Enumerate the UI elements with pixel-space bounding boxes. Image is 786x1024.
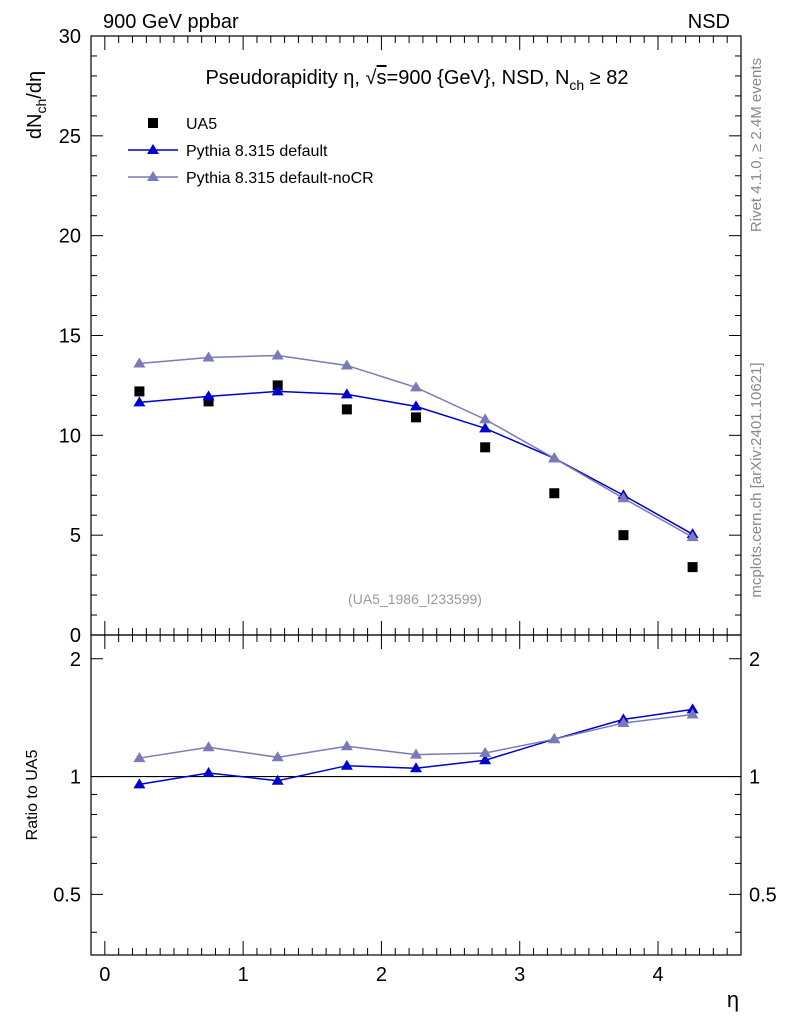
- title-sub: ch: [569, 77, 584, 93]
- x-tick-label: 4: [652, 964, 663, 986]
- analysis-tag: (UA5_1986_I233599): [348, 591, 482, 607]
- x-axis-label: η: [727, 987, 739, 1012]
- data-point-pythia-8-315-default: [271, 385, 284, 396]
- ratio-series-group: [133, 703, 699, 789]
- ratio-y-axis-label: Ratio to UA5: [24, 750, 41, 841]
- data-point-pythia-8-315-default-nocr: [479, 413, 492, 424]
- x-tick-label: 2: [376, 964, 387, 986]
- ratio-point-pythia-8-315-default: [479, 754, 492, 765]
- main-y-axis: 0 5 10 15 20 25 30: [59, 26, 741, 647]
- ratio-y-axis: 0.5 0.5 1 1 2 2: [53, 649, 777, 933]
- data-point-pythia-8-315-default: [340, 388, 353, 399]
- ratio-point-pythia-8-315-default-nocr: [617, 717, 630, 728]
- main-series-group: [133, 349, 699, 573]
- ratio-point-pythia-8-315-default-nocr: [410, 748, 422, 759]
- title-main: Pseudorapidity η,: [205, 67, 365, 89]
- ratio-point-pythia-8-315-default: [410, 762, 422, 773]
- data-point-ua5: [203, 396, 214, 407]
- main-y-tick-label: 20: [59, 226, 81, 248]
- legend: UA5 Pythia 8.315 default Pythia 8.315 de…: [128, 116, 374, 187]
- main-y-tick-label: 25: [59, 126, 81, 148]
- ratio-point-pythia-8-315-default: [202, 767, 215, 778]
- ratio-y-tick-label: 2: [70, 649, 81, 671]
- legend-label-ua5: UA5: [186, 116, 217, 133]
- data-point-pythia-8-315-default-nocr: [548, 452, 561, 463]
- ratio-point-pythia-8-315-default-nocr: [340, 740, 353, 751]
- ylabel-sub: ch: [33, 99, 49, 114]
- x-tick-label: 1: [238, 964, 249, 986]
- ratio-y-tick-label: 0.5: [53, 884, 81, 906]
- ratio-point-pythia-8-315-default: [340, 759, 353, 770]
- data-point-pythia-8-315-default-nocr: [617, 492, 630, 503]
- data-point-ua5: [549, 488, 560, 499]
- ratio-y-tick-label-right: 1: [749, 767, 760, 789]
- data-point-ua5: [341, 404, 352, 415]
- ratio-plot-frame: [90, 634, 742, 956]
- legend-marker-default: [147, 144, 159, 154]
- ratio-point-pythia-8-315-default: [133, 778, 146, 789]
- legend-marker-nocr: [147, 171, 159, 181]
- ratio-point-pythia-8-315-default: [686, 703, 699, 714]
- main-y-tick-label: 30: [59, 26, 81, 48]
- x-tick-label: 0: [99, 964, 110, 986]
- legend-label-default: Pythia 8.315 default: [186, 143, 328, 160]
- data-point-ua5: [687, 562, 698, 573]
- data-point-pythia-8-315-default: [410, 400, 422, 411]
- header-right-label: NSD: [688, 11, 730, 33]
- ratio-y-tick-label: 1: [70, 767, 81, 789]
- mcplots-label: mcplots.cern.ch [arXiv:2401.10621]: [748, 362, 765, 597]
- data-point-pythia-8-315-default: [479, 422, 492, 433]
- title-s: s: [377, 67, 387, 89]
- ratio-point-pythia-8-315-default-nocr: [479, 746, 492, 757]
- legend-marker-ua5: [148, 118, 158, 128]
- ratio-point-pythia-8-315-default-nocr: [133, 752, 146, 763]
- data-point-ua5: [480, 442, 491, 453]
- data-point-pythia-8-315-default-nocr: [410, 381, 422, 392]
- ylabel-b: /dη: [24, 71, 46, 99]
- data-point-ua5: [618, 530, 629, 541]
- chart-title: Pseudorapidity η, √s=900 {GeV}, NSD, Nch…: [205, 67, 628, 93]
- ratio-point-pythia-8-315-default-nocr: [686, 708, 699, 719]
- data-point-pythia-8-315-default-nocr: [340, 359, 353, 370]
- data-point-pythia-8-315-default-nocr: [271, 349, 284, 360]
- title-tail: ≥ 82: [584, 67, 628, 89]
- x-tick-label: 3: [514, 964, 525, 986]
- ratio-point-pythia-8-315-default-nocr: [202, 741, 215, 752]
- ratio-point-pythia-8-315-default: [271, 774, 284, 785]
- data-point-pythia-8-315-default-nocr: [133, 357, 146, 368]
- main-y-tick-label: 15: [59, 326, 81, 348]
- main-y-tick-label: 10: [59, 425, 81, 447]
- title-rest: =900 {GeV}, NSD, N: [387, 67, 570, 89]
- data-point-pythia-8-315-default-nocr: [686, 531, 699, 542]
- title-sqrt: √: [366, 67, 377, 89]
- rivet-label: Rivet 4.1.0, ≥ 2.4M events: [748, 58, 765, 232]
- x-axis: 0 1 2 3 4: [99, 36, 728, 986]
- ylabel-a: dN: [24, 114, 46, 140]
- data-point-pythia-8-315-default-nocr: [202, 351, 215, 362]
- ratio-y-tick-label-right: 2: [749, 649, 760, 671]
- y-axis-label: dNch/dη: [24, 71, 49, 139]
- data-point-ua5: [411, 412, 421, 423]
- ratio-point-pythia-8-315-default-nocr: [548, 733, 561, 744]
- ratio-point-pythia-8-315-default-nocr: [271, 751, 284, 762]
- legend-label-nocr: Pythia 8.315 default-noCR: [186, 170, 374, 187]
- data-point-pythia-8-315-default: [133, 396, 146, 407]
- data-point-ua5: [134, 386, 145, 397]
- ratio-line-pythia-8-315-default: [139, 708, 693, 786]
- main-y-tick-label: 0: [70, 625, 81, 647]
- data-point-pythia-8-315-default: [202, 390, 215, 401]
- ratio-y-tick-label-right: 0.5: [749, 884, 777, 906]
- main-y-tick-label: 5: [70, 525, 81, 547]
- header-left-label: 900 GeV ppbar: [103, 11, 239, 33]
